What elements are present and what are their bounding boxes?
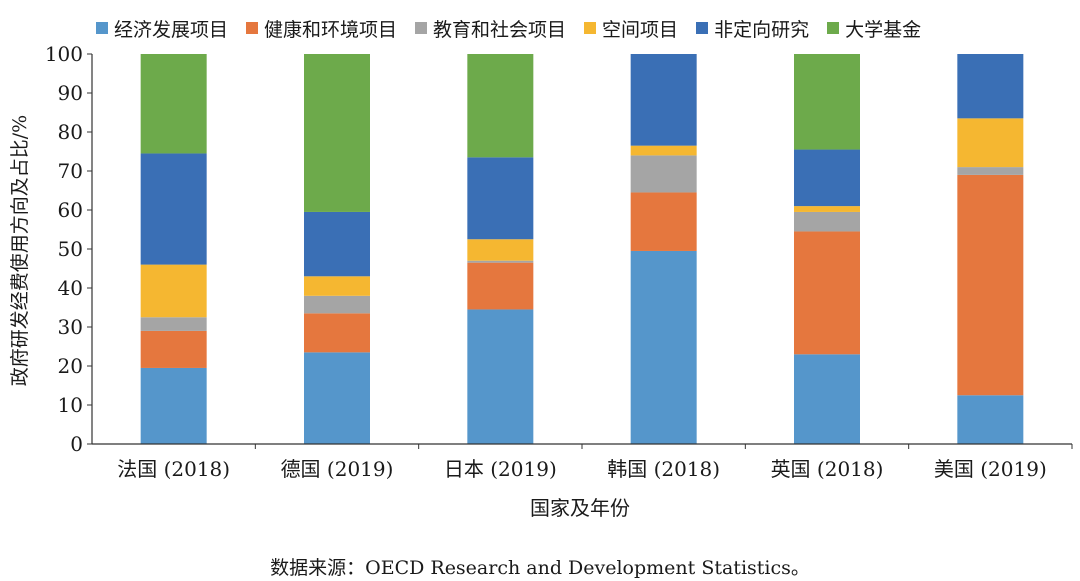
legend-label: 健康和环境项目 bbox=[264, 18, 398, 41]
legend-item: 教育和社会项目 bbox=[415, 15, 566, 42]
legend-swatch bbox=[246, 22, 259, 34]
legend-item: 大学基金 bbox=[827, 15, 921, 42]
legend-swatch bbox=[827, 22, 840, 34]
y-axis-label: 政府研发经费使用方向及占比/% bbox=[9, 114, 32, 386]
bar-segment-4-1 bbox=[304, 211, 370, 277]
y-tick-label: 0 bbox=[70, 432, 83, 456]
legend-swatch bbox=[415, 22, 428, 34]
legend-swatch bbox=[96, 22, 108, 34]
legend-label: 教育和社会项目 bbox=[433, 18, 567, 41]
x-tick-label: 美国 (2019) bbox=[934, 457, 1047, 481]
x-axis-label: 国家及年份 bbox=[530, 496, 630, 520]
bar-segment-1-2 bbox=[467, 262, 534, 310]
bar-segment-3-5 bbox=[957, 118, 1024, 168]
bar-segment-2-2 bbox=[467, 260, 534, 263]
y-tick-label: 80 bbox=[58, 120, 83, 144]
legend-item: 空间项目 bbox=[584, 15, 678, 42]
x-tick-label: 法国 (2018) bbox=[117, 457, 230, 481]
legend-label: 空间项目 bbox=[602, 18, 679, 41]
bar-segment-3-0 bbox=[140, 264, 207, 318]
y-tick-label: 70 bbox=[58, 159, 83, 183]
legend-item: 健康和环境项目 bbox=[246, 15, 397, 42]
y-axis-label-container: 政府研发经费使用方向及占比/% bbox=[4, 60, 34, 440]
bar-segment-5-4 bbox=[794, 54, 860, 150]
x-tick-label: 德国 (2019) bbox=[281, 457, 394, 481]
bar-segment-4-3 bbox=[630, 54, 697, 146]
bar-segment-4-0 bbox=[140, 153, 207, 265]
y-tick-label: 50 bbox=[58, 237, 83, 261]
bar-segment-5-1 bbox=[304, 54, 370, 212]
y-tick-label: 30 bbox=[58, 315, 83, 339]
legend-item: 经济发展项目 bbox=[96, 15, 228, 42]
bar-segment-3-4 bbox=[794, 206, 860, 212]
x-tick-label: 英国 (2018) bbox=[771, 457, 884, 481]
legend-label: 经济发展项目 bbox=[114, 18, 229, 41]
x-tick-label: 日本 (2019) bbox=[444, 457, 557, 481]
source-note: 数据来源：OECD Research and Development Stati… bbox=[270, 557, 810, 579]
y-tick-label: 40 bbox=[58, 276, 83, 300]
y-tick-label: 90 bbox=[58, 81, 83, 105]
y-tick-label: 10 bbox=[58, 393, 83, 417]
bar-segment-2-0 bbox=[140, 317, 207, 331]
bar-segment-4-2 bbox=[467, 157, 534, 240]
bar-segment-1-5 bbox=[957, 174, 1024, 396]
y-tick-label: 20 bbox=[58, 354, 83, 378]
legend-swatch bbox=[584, 22, 597, 34]
bar-segment-5-2 bbox=[467, 54, 534, 158]
bar-segment-1-4 bbox=[794, 231, 860, 355]
bar-segment-3-3 bbox=[630, 145, 697, 156]
bar-segment-2-4 bbox=[794, 211, 860, 232]
legend-label: 非定向研究 bbox=[714, 18, 810, 41]
bar-segment-0-4 bbox=[794, 354, 860, 444]
legend-item: 非定向研究 bbox=[696, 15, 809, 42]
legend-label: 大学基金 bbox=[845, 18, 922, 41]
y-tick-label: 100 bbox=[45, 42, 83, 66]
bar-segment-0-0 bbox=[140, 367, 207, 444]
bar-segment-1-1 bbox=[304, 313, 370, 353]
bar-segment-1-0 bbox=[140, 330, 207, 368]
bar-segment-0-5 bbox=[957, 395, 1024, 444]
y-tick-label: 60 bbox=[58, 198, 83, 222]
bar-segment-0-3 bbox=[630, 250, 697, 444]
chart-legend: 经济发展项目 健康和环境项目 教育和社会项目 空间项目 非定向研究 大学基金 bbox=[96, 13, 1076, 43]
bar-segment-0-1 bbox=[304, 352, 370, 444]
bar-segment-4-5 bbox=[957, 54, 1024, 119]
bar-segment-3-1 bbox=[304, 276, 370, 296]
bar-segment-1-3 bbox=[630, 192, 697, 251]
legend-swatch bbox=[696, 22, 709, 34]
bar-segment-0-2 bbox=[467, 309, 534, 444]
bar-segment-2-1 bbox=[304, 295, 370, 314]
x-tick-label: 韩国 (2018) bbox=[607, 457, 720, 481]
bar-segment-4-4 bbox=[794, 149, 860, 207]
bar-segment-2-5 bbox=[957, 167, 1024, 175]
bar-segment-5-0 bbox=[140, 54, 207, 154]
bar-segment-2-3 bbox=[630, 155, 697, 193]
bar-segment-3-2 bbox=[467, 239, 534, 261]
